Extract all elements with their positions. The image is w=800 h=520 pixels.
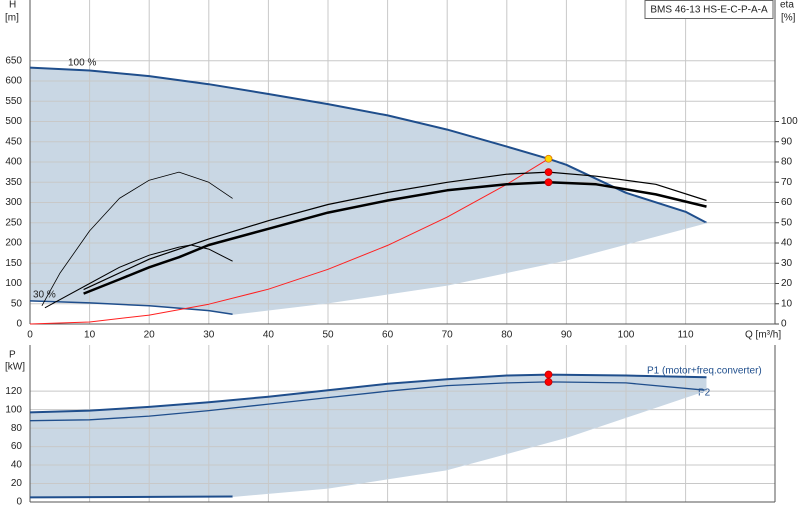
y-tick-label: 60: [11, 441, 23, 452]
y-tick-label: 600: [5, 76, 22, 87]
x-tick-label: 90: [561, 330, 573, 341]
y2-tick-label: 90: [781, 136, 793, 147]
y-axis-unit: [m]: [5, 13, 19, 24]
y2-tick-label: 10: [781, 298, 793, 309]
x-axis-label: Q [m³/h]: [745, 330, 781, 341]
y2-tick-label: 30: [781, 258, 793, 269]
curve: [29, 158, 549, 325]
x-tick-label: 30: [203, 330, 215, 341]
operating-point: [544, 178, 553, 187]
y2-tick-label: 0: [781, 319, 787, 330]
curve: [29, 300, 233, 316]
operating-point: [544, 154, 553, 163]
x-tick-label: 10: [84, 330, 96, 341]
y-tick-label: 650: [5, 55, 22, 66]
curve: [83, 181, 707, 295]
y-tick-label: 300: [5, 197, 22, 208]
y-axis-label: P: [9, 350, 16, 361]
y-tick-label: 0: [16, 497, 22, 508]
y-tick-label: 200: [5, 238, 22, 249]
x-tick-label: 0: [27, 330, 33, 341]
curve-label: P2: [698, 388, 711, 399]
chart-title: BMS 46-13 HS-E-C-P-A-A: [650, 5, 768, 16]
y-tick-label: 80: [11, 423, 23, 434]
y-tick-label: 500: [5, 116, 22, 127]
y2-tick-label: 20: [781, 278, 793, 289]
y-tick-label: 450: [5, 136, 22, 147]
x-tick-label: 70: [442, 330, 454, 341]
x-tick-label: 80: [501, 330, 513, 341]
y-tick-label: 0: [16, 319, 22, 330]
y2-tick-label: 70: [781, 177, 793, 188]
y-axis-label: H: [9, 0, 16, 11]
x-tick-label: 50: [322, 330, 334, 341]
operating-point: [544, 168, 553, 177]
title-box: [644, 0, 774, 19]
x-tick-label: 60: [382, 330, 394, 341]
y-axis-unit: [kW]: [5, 362, 25, 373]
y2-tick-label: 60: [781, 197, 793, 208]
operating-point: [544, 378, 553, 386]
operating-area: [30, 374, 707, 498]
curve-label: 30 %: [33, 290, 56, 301]
y2-tick-label: 100: [781, 116, 798, 127]
x-tick-label: 100: [618, 330, 635, 341]
curve: [29, 373, 707, 414]
operating-point: [544, 370, 553, 379]
y2-axis-unit: [%]: [781, 13, 796, 24]
curve: [29, 381, 707, 422]
x-tick-label: 110: [678, 330, 694, 341]
y-tick-label: 100: [5, 404, 22, 415]
curve: [232, 389, 707, 497]
y2-tick-label: 50: [781, 217, 793, 228]
curve: [41, 171, 233, 306]
y-tick-label: 120: [5, 386, 22, 397]
y-tick-label: 400: [5, 157, 22, 168]
y-tick-label: 100: [5, 278, 22, 289]
x-tick-label: 40: [263, 330, 275, 341]
curve-label: P1 (motor+freq.converter): [647, 366, 762, 377]
y-tick-label: 20: [11, 478, 23, 489]
curve: [232, 222, 707, 315]
curve: [29, 495, 233, 499]
y-tick-label: 350: [5, 177, 22, 188]
x-tick-label: 20: [144, 330, 156, 341]
y-tick-label: 150: [5, 258, 22, 269]
y-tick-label: 550: [5, 96, 22, 107]
y-tick-label: 40: [11, 460, 23, 471]
y2-tick-label: 40: [781, 238, 793, 249]
curve-label: 100 %: [68, 58, 96, 69]
curve: [44, 244, 233, 309]
y2-axis-label: eta: [780, 0, 794, 11]
y2-tick-label: 80: [781, 157, 793, 168]
operating-area: [30, 67, 707, 315]
y-tick-label: 250: [5, 217, 22, 228]
y-tick-label: 50: [11, 298, 23, 309]
curve: [83, 171, 707, 291]
